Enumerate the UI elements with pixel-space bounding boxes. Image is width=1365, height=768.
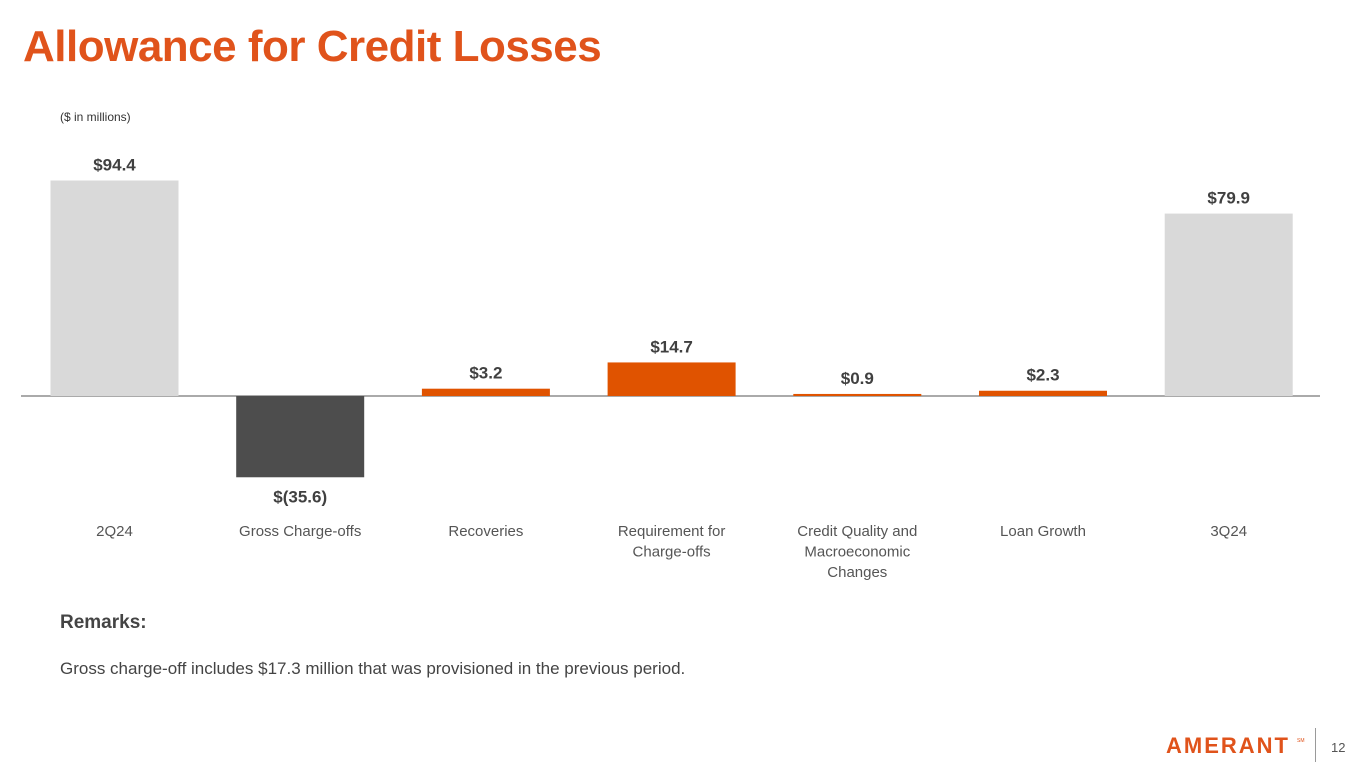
bar-1 bbox=[236, 396, 365, 478]
category-label-4: Credit Quality and Macroeconomic Changes bbox=[797, 523, 917, 581]
category-label-line: Changes bbox=[827, 564, 887, 581]
category-label-3: Requirement for Charge-offs bbox=[618, 523, 726, 561]
units-note: ($ in millions) bbox=[60, 110, 131, 124]
data-label-5: $2.3 bbox=[1026, 366, 1059, 385]
data-label-4: $0.9 bbox=[841, 369, 874, 388]
category-label-line: Charge-offs bbox=[633, 544, 711, 561]
page-title: Allowance for Credit Losses bbox=[23, 22, 602, 71]
category-label-5: Loan Growth bbox=[1000, 523, 1086, 540]
category-label-line: Gross Charge-offs bbox=[239, 523, 361, 540]
category-label-line: Requirement for bbox=[618, 523, 726, 540]
page-number: 12 bbox=[1331, 740, 1346, 755]
category-label-2: Recoveries bbox=[448, 523, 523, 540]
footer-divider bbox=[1315, 728, 1316, 762]
category-label-1: Gross Charge-offs bbox=[239, 523, 361, 540]
bar-4 bbox=[793, 393, 922, 396]
data-label-3: $14.7 bbox=[650, 337, 693, 356]
data-label-6: $79.9 bbox=[1207, 189, 1250, 208]
bar-0 bbox=[50, 180, 179, 396]
amerant-logo: AMERANT SM bbox=[1166, 734, 1305, 756]
category-label-line: Credit Quality and bbox=[797, 523, 917, 540]
logo-wordmark: AMERANT bbox=[1166, 734, 1290, 756]
svg-text:SM: SM bbox=[1297, 738, 1305, 744]
category-label-line: Loan Growth bbox=[1000, 523, 1086, 540]
category-label-line: Macroeconomic bbox=[804, 544, 910, 561]
bar-6 bbox=[1164, 213, 1293, 396]
bar-3 bbox=[607, 362, 736, 396]
category-label-line: 2Q24 bbox=[96, 523, 133, 540]
remarks-text: Gross charge-off includes $17.3 million … bbox=[60, 659, 686, 678]
category-label-0: 2Q24 bbox=[96, 523, 133, 540]
data-label-2: $3.2 bbox=[469, 364, 502, 383]
category-label-line: 3Q24 bbox=[1210, 523, 1247, 540]
data-label-1: $(35.6) bbox=[273, 487, 327, 506]
remarks-heading: Remarks: bbox=[60, 612, 147, 633]
bar-5 bbox=[979, 390, 1107, 396]
category-label-line: Recoveries bbox=[448, 523, 523, 540]
bar-2 bbox=[421, 388, 550, 396]
waterfall-chart: $94.4 2Q24 $(35.6) Gross Charge-offs $3.2 Rec… bbox=[21, 155, 1320, 581]
category-label-6: 3Q24 bbox=[1210, 523, 1247, 540]
data-label-0: $94.4 bbox=[93, 155, 136, 174]
